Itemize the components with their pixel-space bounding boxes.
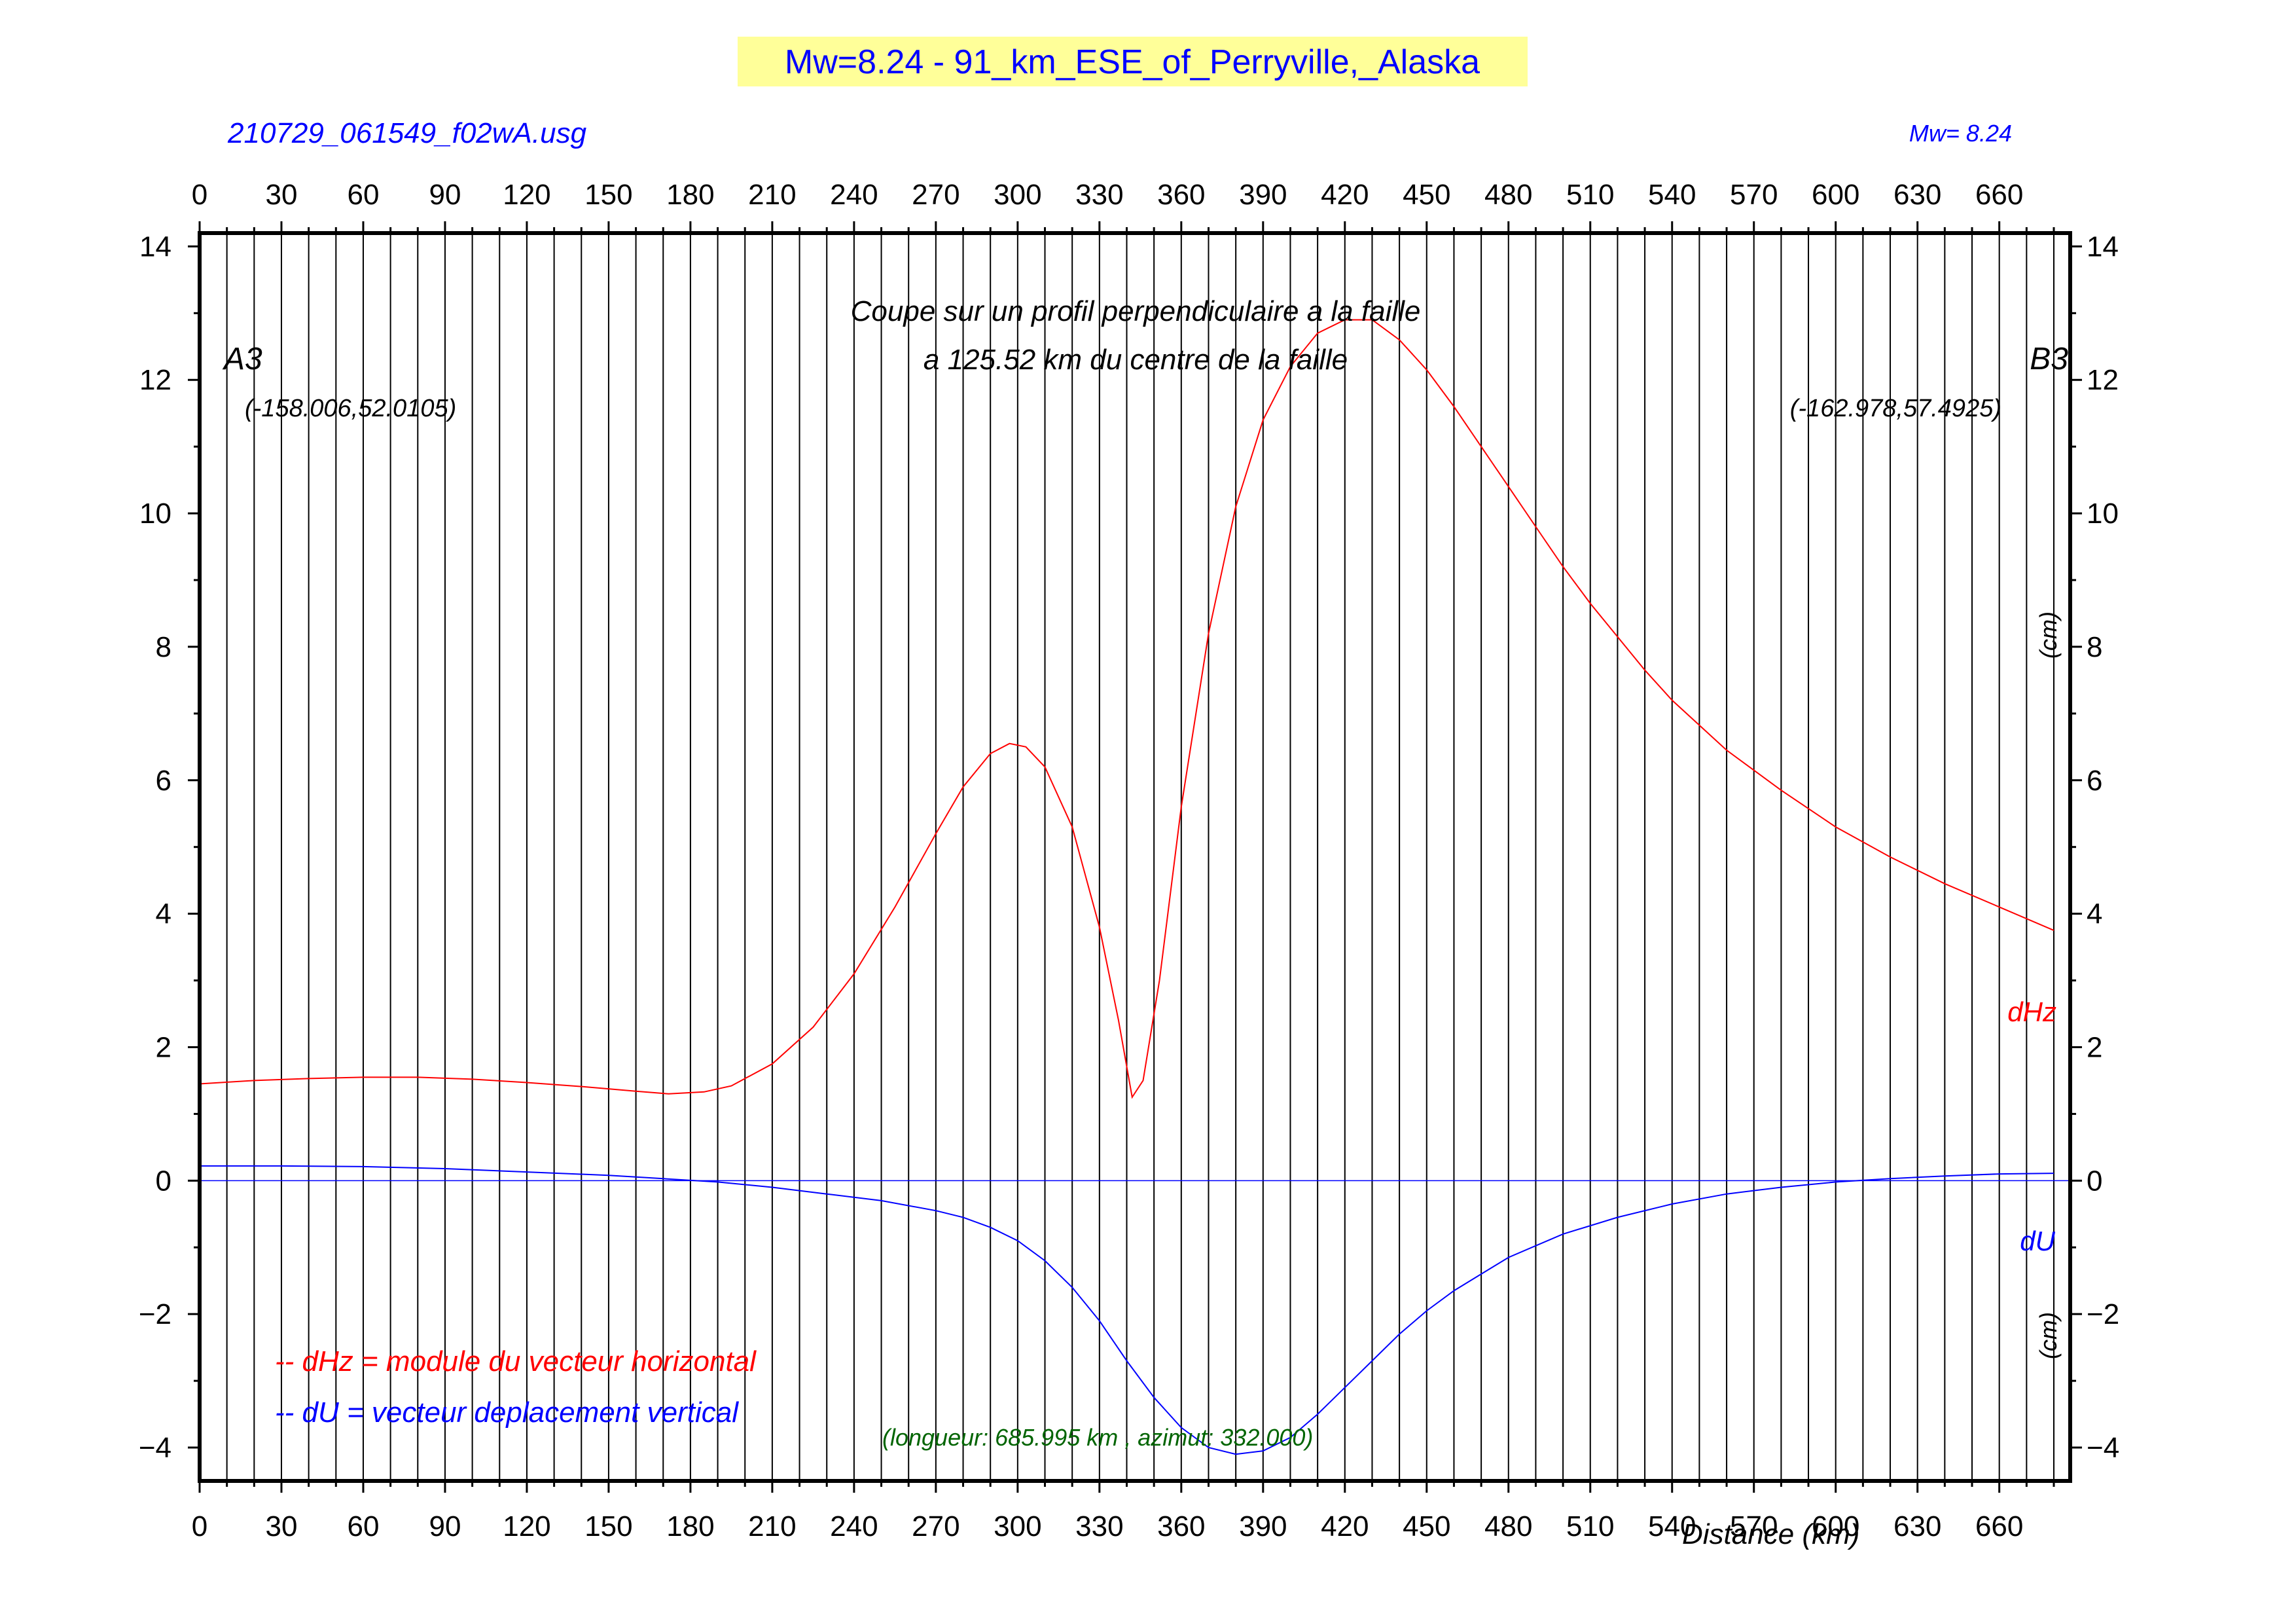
x-tick-label-top: 450 bbox=[1403, 179, 1450, 211]
y-tick-label-left: 6 bbox=[156, 765, 171, 797]
x-tick-label-top: 60 bbox=[347, 179, 379, 211]
x-tick-label-bottom: 660 bbox=[1975, 1510, 2023, 1542]
x-tick-label-bottom: 510 bbox=[1566, 1510, 1614, 1542]
x-tick-label-bottom: 480 bbox=[1484, 1510, 1532, 1542]
y-tick-label-right: 0 bbox=[2087, 1165, 2102, 1197]
y-tick-label-right: 6 bbox=[2087, 765, 2102, 797]
x-tick-label-top: 540 bbox=[1648, 179, 1696, 211]
y-tick-label-right: −2 bbox=[2087, 1298, 2119, 1330]
x-tick-label-top: 360 bbox=[1157, 179, 1205, 211]
y-tick-label-right: −4 bbox=[2087, 1432, 2119, 1464]
x-tick-label-bottom: 0 bbox=[192, 1510, 207, 1542]
profile-text-line1: Coupe sur un profil perpendiculaire a la… bbox=[851, 295, 1421, 327]
x-tick-label-bottom: 180 bbox=[666, 1510, 714, 1542]
x-tick-label-bottom: 150 bbox=[584, 1510, 632, 1542]
x-tick-label-bottom: 300 bbox=[994, 1510, 1041, 1542]
x-tick-label-bottom: 270 bbox=[912, 1510, 960, 1542]
point-a-name: A3 bbox=[222, 342, 262, 376]
unit-label-upper: (cm) bbox=[2035, 611, 2062, 659]
x-tick-label-bottom: 60 bbox=[347, 1510, 379, 1542]
y-tick-label-right: 4 bbox=[2087, 898, 2102, 930]
x-tick-label-top: 180 bbox=[666, 179, 714, 211]
dhz-series-label: dHz bbox=[2007, 996, 2056, 1027]
x-tick-label-bottom: 450 bbox=[1403, 1510, 1450, 1542]
legend-du: -- dU = vecteur deplacement vertical bbox=[275, 1396, 739, 1429]
y-tick-label-right: 14 bbox=[2087, 230, 2119, 263]
x-tick-label-top: 30 bbox=[266, 179, 298, 211]
chart-title: Mw=8.24 - 91_km_ESE_of_Perryville,_Alask… bbox=[785, 43, 1480, 81]
x-tick-label-bottom: 120 bbox=[503, 1510, 550, 1542]
y-tick-label-right: 2 bbox=[2087, 1031, 2102, 1063]
mw-label: Mw= 8.24 bbox=[1909, 120, 2012, 147]
x-tick-label-bottom: 420 bbox=[1321, 1510, 1369, 1542]
y-tick-label-left: 10 bbox=[139, 498, 171, 530]
title-banner bbox=[738, 37, 1528, 86]
x-tick-label-top: 300 bbox=[994, 179, 1041, 211]
plot-frame bbox=[198, 231, 2072, 1483]
x-tick-label-top: 630 bbox=[1893, 179, 1941, 211]
x-tick-label-top: 120 bbox=[503, 179, 550, 211]
x-tick-label-top: 570 bbox=[1730, 179, 1778, 211]
y-tick-label-right: 8 bbox=[2087, 631, 2102, 663]
x-tick-label-top: 0 bbox=[192, 179, 207, 211]
y-tick-label-right: 10 bbox=[2087, 498, 2119, 530]
du-series-label: dU bbox=[2020, 1226, 2055, 1256]
y-tick-label-left: 0 bbox=[156, 1165, 171, 1197]
x-tick-label-top: 330 bbox=[1075, 179, 1123, 211]
legend-dhz: -- dHz = module du vecteur horizontal bbox=[275, 1345, 757, 1377]
x-tick-label-bottom: 240 bbox=[830, 1510, 878, 1542]
x-tick-label-bottom: 630 bbox=[1893, 1510, 1941, 1542]
x-tick-label-top: 420 bbox=[1321, 179, 1369, 211]
x-tick-label-bottom: 570 bbox=[1730, 1510, 1778, 1542]
point-b-name: B3 bbox=[2030, 342, 2068, 376]
x-tick-label-bottom: 330 bbox=[1075, 1510, 1123, 1542]
x-tick-label-bottom: 600 bbox=[1812, 1510, 1859, 1542]
x-tick-label-top: 270 bbox=[912, 179, 960, 211]
point-a-coords: (-158.006,52.0105) bbox=[245, 395, 456, 422]
length-azimuth-info: (longueur: 685.995 km , azimut: 332.000) bbox=[882, 1424, 1313, 1451]
x-tick-label-top: 240 bbox=[830, 179, 878, 211]
y-tick-label-left: 8 bbox=[156, 631, 171, 663]
x-tick-label-top: 90 bbox=[429, 179, 461, 211]
y-tick-label-left: 12 bbox=[139, 364, 171, 396]
unit-label-lower: (cm) bbox=[2035, 1312, 2062, 1359]
x-tick-label-top: 390 bbox=[1239, 179, 1287, 211]
x-tick-label-top: 210 bbox=[748, 179, 796, 211]
y-tick-label-right: 12 bbox=[2087, 364, 2119, 396]
x-tick-label-top: 510 bbox=[1566, 179, 1614, 211]
x-axis-label: Distance (km) bbox=[1682, 1518, 1859, 1550]
y-tick-label-left: 14 bbox=[139, 230, 171, 263]
x-tick-label-top: 150 bbox=[584, 179, 632, 211]
y-tick-label-left: 4 bbox=[156, 898, 171, 930]
dhz-series-line bbox=[199, 319, 2054, 1099]
y-tick-label-left: −4 bbox=[139, 1432, 171, 1464]
profile-text-line2: a 125.52 km du centre de la faille bbox=[924, 344, 1348, 376]
x-tick-label-top: 600 bbox=[1812, 179, 1859, 211]
x-tick-label-bottom: 90 bbox=[429, 1510, 461, 1542]
x-tick-label-bottom: 30 bbox=[266, 1510, 298, 1542]
point-b-coords: (-162.978,57.4925) bbox=[1790, 395, 2001, 422]
x-tick-label-bottom: 360 bbox=[1157, 1510, 1205, 1542]
file-label: 210729_061549_f02wA.usg bbox=[227, 117, 587, 149]
axis-tick-labels: 0030306060909012012015015018018021021024… bbox=[139, 179, 2119, 1542]
x-tick-label-bottom: 210 bbox=[748, 1510, 796, 1542]
x-tick-label-bottom: 540 bbox=[1648, 1510, 1696, 1542]
x-tick-label-top: 660 bbox=[1975, 179, 2023, 211]
du-series-line bbox=[200, 1165, 2054, 1455]
y-tick-label-left: 2 bbox=[156, 1031, 171, 1063]
axis-ticks bbox=[188, 221, 2082, 1493]
y-tick-label-left: −2 bbox=[139, 1298, 171, 1330]
x-tick-label-bottom: 390 bbox=[1239, 1510, 1287, 1542]
x-tick-label-top: 480 bbox=[1484, 179, 1532, 211]
vertical-grid bbox=[226, 233, 2055, 1481]
